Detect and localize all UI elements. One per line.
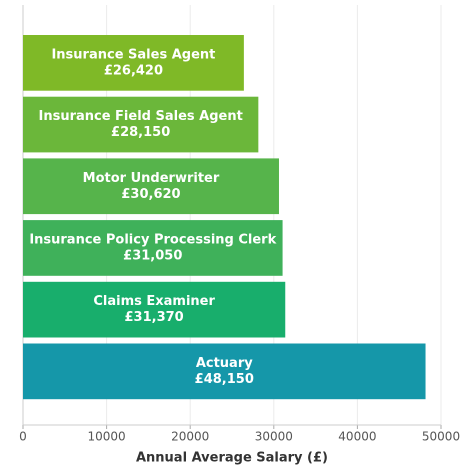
- bar-category-label: Insurance Sales Agent: [51, 47, 215, 62]
- bar-category-label: Insurance Field Sales Agent: [38, 109, 242, 124]
- bar: [23, 35, 244, 91]
- x-tick-label: 0: [19, 430, 27, 444]
- bar-value-label: £26,420: [104, 63, 163, 78]
- bar-value-label: £30,620: [121, 187, 180, 202]
- bar: [23, 158, 279, 215]
- bar: [23, 220, 283, 276]
- x-tick-label: 40000: [338, 430, 376, 444]
- bar: [23, 96, 259, 153]
- bar-value-label: £48,150: [195, 372, 254, 387]
- bar: [23, 281, 286, 338]
- bar-category-label: Motor Underwriter: [83, 171, 220, 186]
- x-tick-label: 20000: [171, 430, 209, 444]
- bar-category-label: Insurance Policy Processing Clerk: [29, 232, 276, 247]
- bar-value-label: £31,370: [125, 310, 184, 325]
- x-tick-label: 30000: [255, 430, 293, 444]
- bar: [23, 343, 426, 400]
- x-tick-label: 50000: [422, 430, 460, 444]
- bar-category-label: Actuary: [196, 356, 253, 371]
- bar-category-label: Claims Examiner: [93, 294, 215, 309]
- bar-value-label: £28,150: [111, 125, 170, 140]
- bar-value-label: £31,050: [123, 248, 182, 263]
- x-axis-title: Annual Average Salary (£): [136, 451, 328, 466]
- x-tick-label: 10000: [88, 430, 126, 444]
